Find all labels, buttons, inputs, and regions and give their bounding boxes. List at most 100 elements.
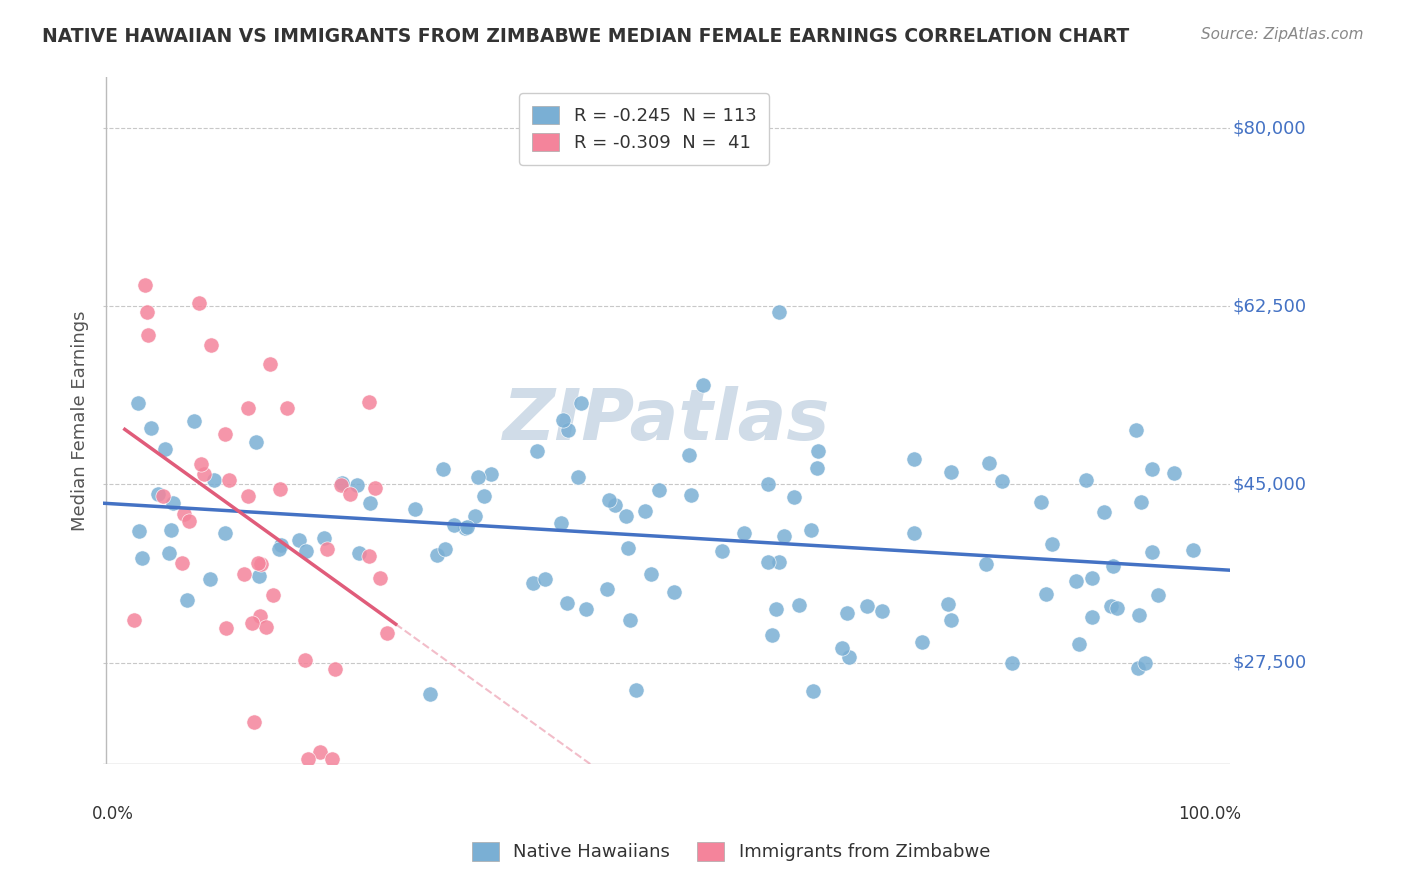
Point <box>555 596 578 610</box>
Point <box>1080 609 1102 624</box>
Point <box>162 496 184 510</box>
Point <box>131 551 153 566</box>
Point <box>127 396 149 410</box>
Point <box>910 634 932 648</box>
Point <box>856 599 879 613</box>
Point <box>323 662 346 676</box>
Point <box>596 582 619 597</box>
Point <box>616 541 638 555</box>
Point <box>270 538 292 552</box>
Point <box>173 508 195 522</box>
Point <box>139 421 162 435</box>
Point <box>768 305 790 319</box>
Point <box>236 401 259 416</box>
Point <box>349 546 371 560</box>
Point <box>807 443 830 458</box>
Point <box>761 627 783 641</box>
Point <box>183 414 205 428</box>
Point <box>603 499 626 513</box>
Point <box>903 451 925 466</box>
Point <box>765 601 787 615</box>
Point <box>662 584 685 599</box>
Point <box>756 555 779 569</box>
Point <box>243 714 266 729</box>
Point <box>240 615 263 630</box>
Point <box>1147 589 1170 603</box>
Point <box>903 525 925 540</box>
Point <box>215 621 238 635</box>
Point <box>128 524 150 539</box>
Point <box>329 477 352 491</box>
Point <box>375 626 398 640</box>
Point <box>276 401 298 416</box>
Point <box>472 489 495 503</box>
Point <box>295 543 318 558</box>
Point <box>321 752 343 766</box>
Text: 100.0%: 100.0% <box>1178 805 1241 823</box>
Point <box>155 442 177 456</box>
Point <box>294 653 316 667</box>
Point <box>640 566 662 581</box>
Point <box>434 541 457 556</box>
Point <box>177 514 200 528</box>
Point <box>1142 545 1164 559</box>
Point <box>256 620 278 634</box>
Point <box>134 277 156 292</box>
Point <box>269 482 291 496</box>
Text: $45,000: $45,000 <box>1233 475 1306 493</box>
Point <box>1001 656 1024 670</box>
Point <box>1107 600 1129 615</box>
Point <box>553 413 575 427</box>
Point <box>1040 537 1063 551</box>
Point <box>936 597 959 611</box>
Point <box>157 546 180 560</box>
Point <box>756 477 779 491</box>
Point <box>152 489 174 503</box>
Point <box>246 557 269 571</box>
Point <box>236 488 259 502</box>
Point <box>1181 542 1204 557</box>
Point <box>187 295 209 310</box>
Point <box>357 394 380 409</box>
Point <box>800 523 823 537</box>
Point <box>733 526 755 541</box>
Point <box>1099 599 1122 614</box>
Point <box>692 378 714 392</box>
Point <box>1101 558 1123 573</box>
Point <box>1069 637 1091 651</box>
Point <box>831 640 853 655</box>
Point <box>479 467 502 481</box>
Point <box>678 448 700 462</box>
Point <box>454 521 477 535</box>
Point <box>838 650 860 665</box>
Point <box>526 443 548 458</box>
Point <box>557 423 579 437</box>
Point <box>773 529 796 543</box>
Point <box>404 502 426 516</box>
Point <box>522 576 544 591</box>
Point <box>339 487 361 501</box>
Legend: Native Hawaiians, Immigrants from Zimbabwe: Native Hawaiians, Immigrants from Zimbab… <box>460 830 1002 874</box>
Point <box>1074 474 1097 488</box>
Point <box>1133 656 1156 670</box>
Point <box>456 520 478 534</box>
Point <box>249 557 271 571</box>
Point <box>315 541 337 556</box>
Point <box>806 461 828 475</box>
Text: NATIVE HAWAIIAN VS IMMIGRANTS FROM ZIMBABWE MEDIAN FEMALE EARNINGS CORRELATION C: NATIVE HAWAIIAN VS IMMIGRANTS FROM ZIMBA… <box>42 27 1129 45</box>
Point <box>314 531 336 545</box>
Text: $80,000: $80,000 <box>1233 120 1306 137</box>
Point <box>122 613 145 627</box>
Point <box>550 516 572 530</box>
Point <box>837 606 859 620</box>
Point <box>1128 607 1150 622</box>
Point <box>193 467 215 481</box>
Text: 0.0%: 0.0% <box>91 805 134 823</box>
Point <box>245 434 267 449</box>
Point <box>190 457 212 471</box>
Point <box>1064 574 1087 588</box>
Point <box>464 508 486 523</box>
Point <box>634 504 657 518</box>
Text: Source: ZipAtlas.com: Source: ZipAtlas.com <box>1201 27 1364 42</box>
Point <box>214 426 236 441</box>
